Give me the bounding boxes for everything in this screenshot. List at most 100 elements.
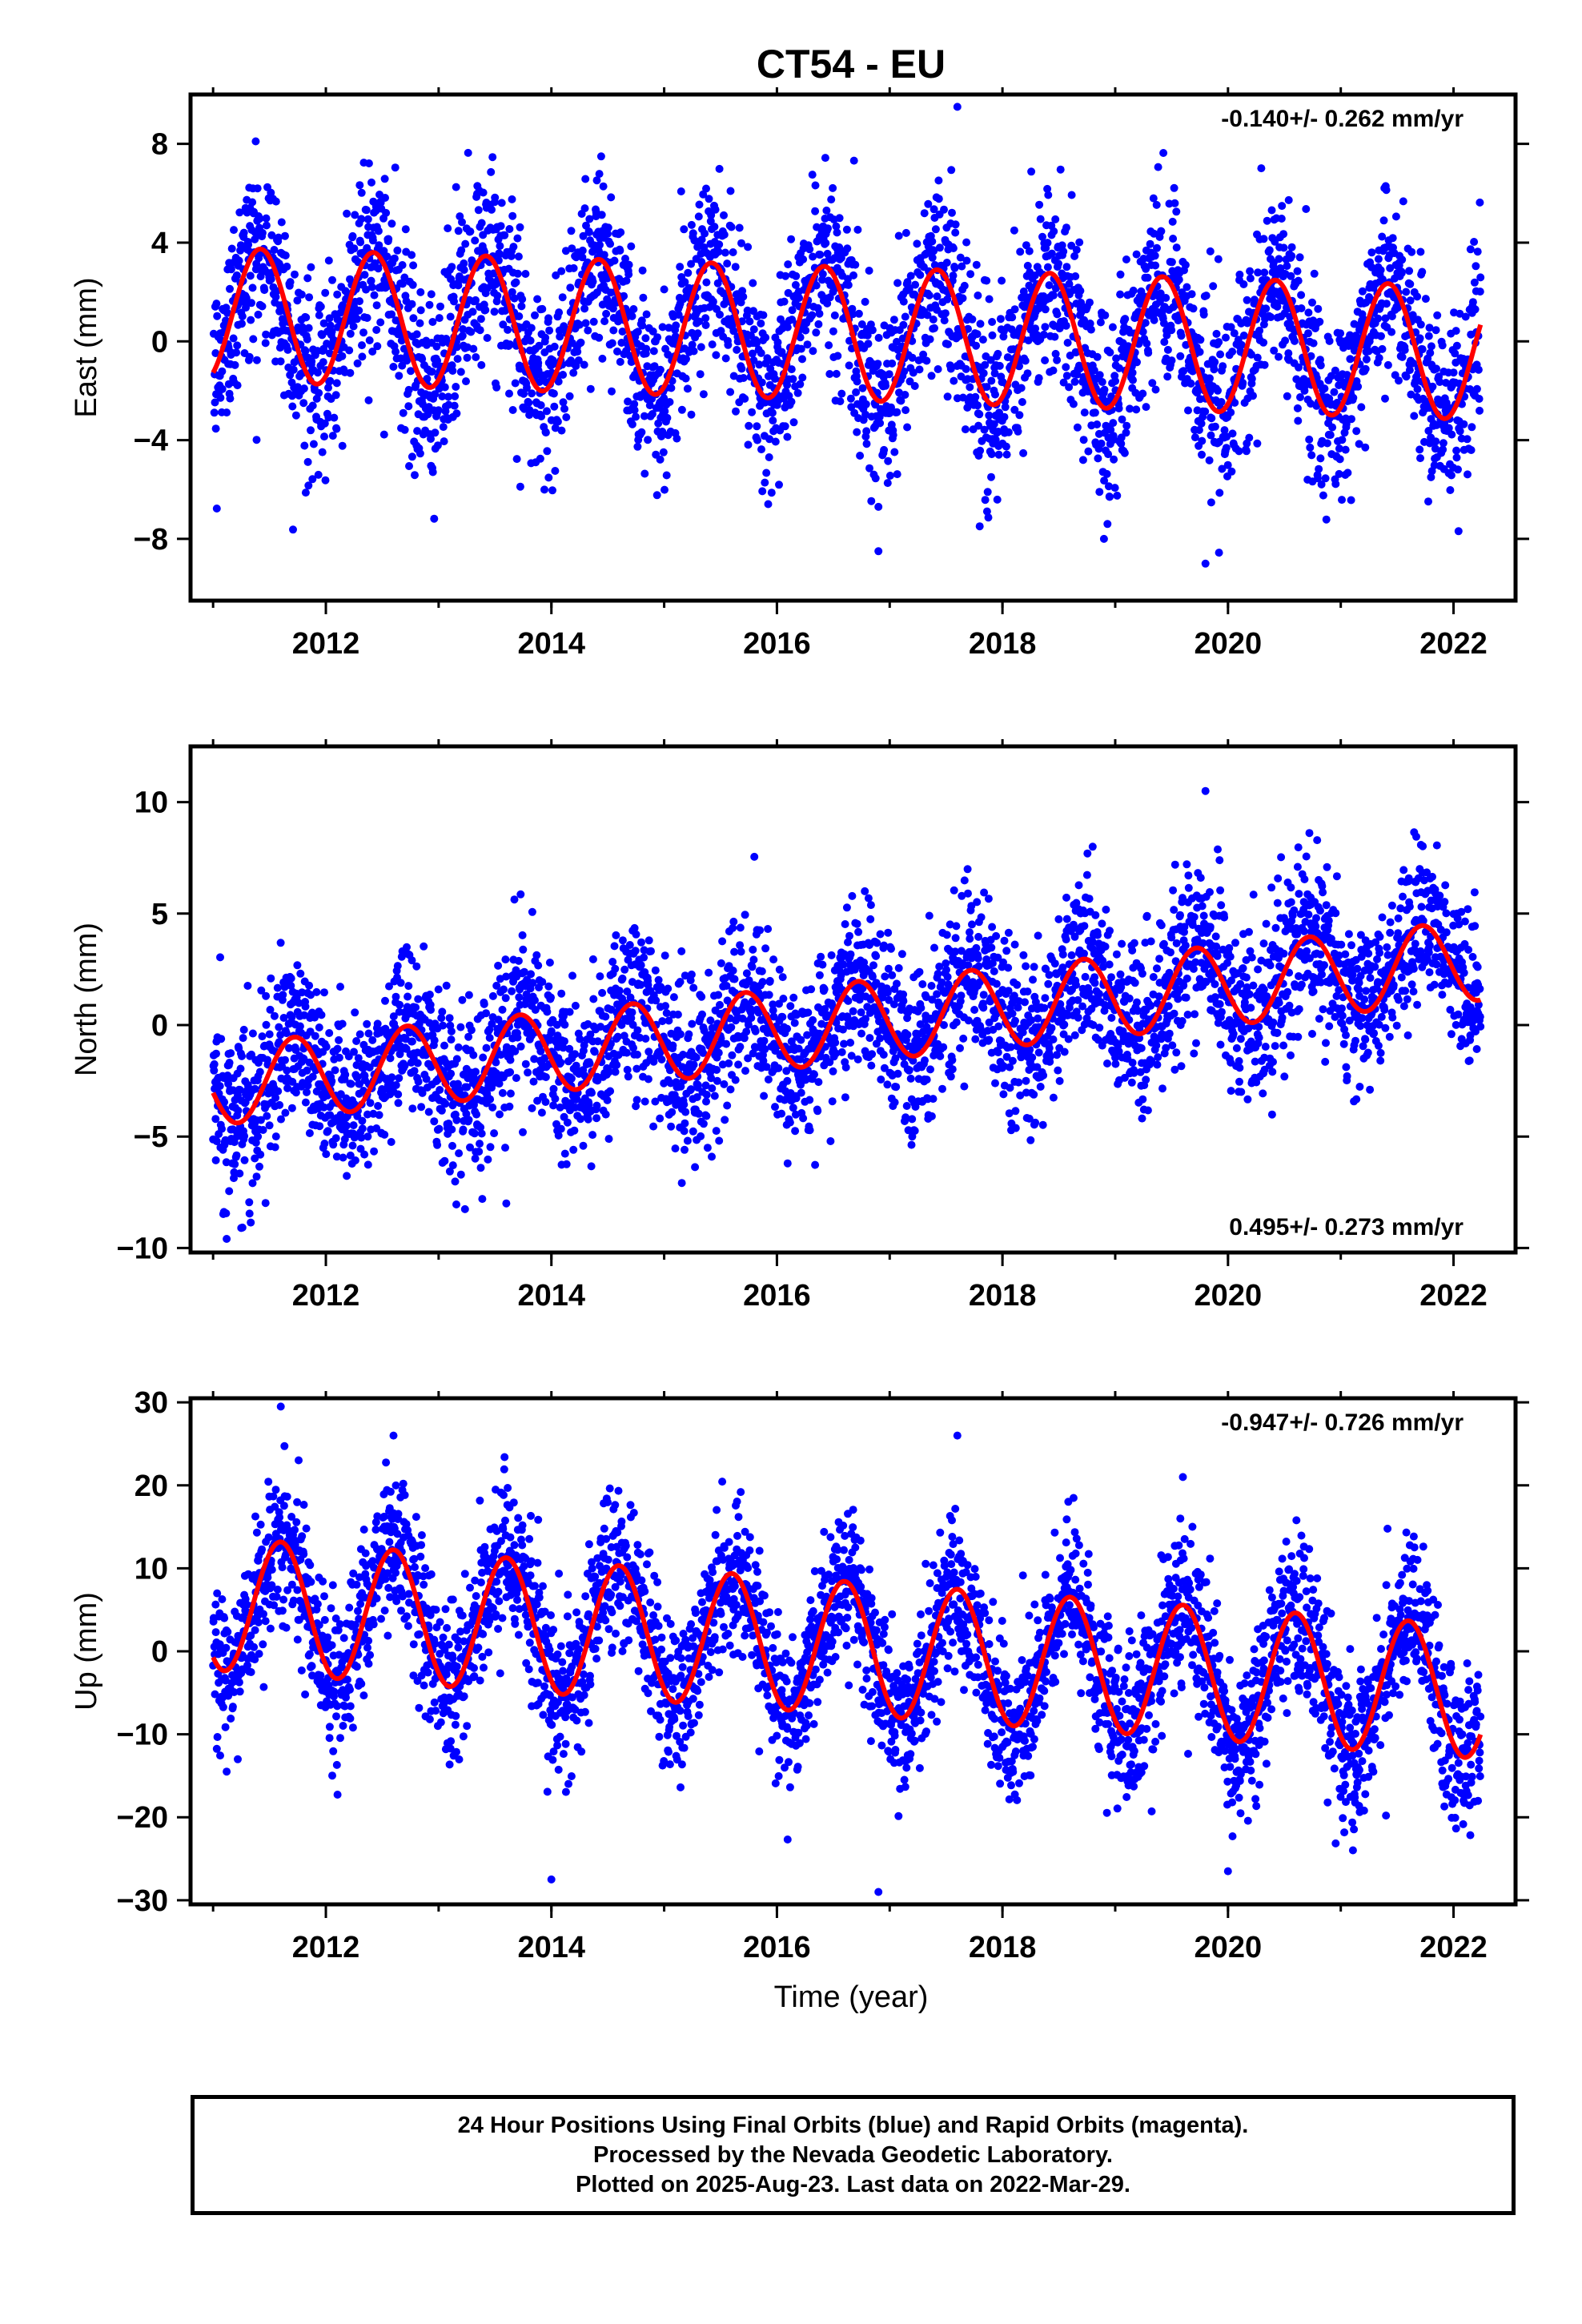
east-point bbox=[260, 286, 269, 295]
east-point bbox=[1108, 323, 1117, 332]
east-point bbox=[856, 452, 865, 460]
east-point bbox=[1170, 183, 1178, 192]
east-point bbox=[1452, 453, 1461, 462]
east-point bbox=[745, 317, 754, 326]
east-point bbox=[985, 411, 994, 420]
east-point bbox=[715, 164, 724, 173]
east-point bbox=[1051, 284, 1060, 293]
east-point bbox=[1382, 300, 1391, 308]
east-point bbox=[720, 211, 728, 219]
north-point bbox=[654, 975, 663, 984]
east-point bbox=[1090, 366, 1098, 375]
east-point bbox=[974, 401, 982, 410]
north-point bbox=[592, 1114, 601, 1123]
north-point bbox=[396, 1000, 404, 1009]
east-point bbox=[832, 222, 841, 231]
east-point bbox=[822, 206, 831, 215]
north-point bbox=[624, 1072, 632, 1081]
east-point bbox=[1049, 291, 1058, 300]
east-point bbox=[1267, 206, 1276, 215]
east-point bbox=[556, 332, 564, 341]
east-point bbox=[1039, 330, 1048, 339]
north-point bbox=[518, 931, 527, 939]
east-point bbox=[604, 229, 612, 238]
east-point bbox=[223, 408, 231, 417]
east-point bbox=[761, 333, 770, 342]
east-point bbox=[1097, 439, 1106, 448]
east-point bbox=[1206, 247, 1215, 255]
east-point bbox=[375, 241, 383, 250]
north-point bbox=[355, 1030, 364, 1039]
north-point bbox=[430, 1036, 439, 1045]
east-point bbox=[990, 420, 998, 428]
north-point bbox=[451, 1177, 460, 1186]
east-point bbox=[367, 276, 375, 285]
east-point bbox=[579, 231, 588, 240]
east-point bbox=[395, 372, 404, 380]
east-point bbox=[1069, 400, 1078, 408]
east-rate-label: -0.140+/- 0.262 mm/yr bbox=[1221, 106, 1464, 132]
east-point bbox=[1100, 385, 1109, 394]
east-point bbox=[677, 405, 686, 414]
north-point bbox=[262, 1020, 271, 1029]
north-point bbox=[267, 974, 275, 983]
east-point bbox=[1222, 444, 1231, 452]
north-point bbox=[505, 1102, 514, 1111]
north-point bbox=[347, 1080, 355, 1088]
east-point bbox=[1122, 255, 1130, 263]
east-point bbox=[1201, 559, 1210, 568]
east-point bbox=[689, 347, 698, 356]
east-point bbox=[1167, 258, 1176, 267]
east-point bbox=[607, 193, 616, 202]
east-point bbox=[576, 338, 585, 347]
east-point bbox=[993, 495, 1002, 504]
east-point bbox=[909, 368, 917, 377]
north-point bbox=[464, 1032, 473, 1041]
east-y-tick-label: −8 bbox=[134, 523, 168, 557]
east-point bbox=[303, 457, 312, 466]
east-point bbox=[267, 231, 276, 239]
north-point bbox=[460, 1204, 469, 1213]
east-point bbox=[584, 228, 593, 236]
east-point bbox=[440, 383, 449, 392]
east-point bbox=[319, 319, 328, 328]
east-point bbox=[1476, 198, 1484, 207]
north-point bbox=[667, 1122, 676, 1131]
east-point bbox=[1402, 287, 1411, 296]
north-point bbox=[515, 993, 524, 1002]
east-point bbox=[1080, 408, 1089, 417]
east-point bbox=[681, 374, 690, 383]
east-point bbox=[252, 436, 261, 444]
east-point bbox=[588, 247, 597, 256]
north-point bbox=[479, 1053, 488, 1062]
east-point bbox=[1181, 260, 1190, 269]
east-point bbox=[248, 283, 257, 292]
east-point bbox=[1316, 454, 1325, 463]
east-point bbox=[528, 389, 536, 398]
east-point bbox=[1111, 376, 1119, 385]
east-point bbox=[1432, 364, 1440, 373]
north-point bbox=[562, 1160, 571, 1168]
east-point bbox=[1247, 374, 1256, 383]
north-point bbox=[255, 1162, 263, 1171]
east-point bbox=[823, 299, 832, 308]
east-point bbox=[865, 464, 873, 472]
east-point bbox=[1454, 465, 1462, 474]
east-point bbox=[328, 275, 336, 284]
east-point bbox=[960, 281, 969, 290]
east-point bbox=[353, 359, 362, 368]
east-point bbox=[1260, 360, 1269, 369]
north-point bbox=[261, 1199, 270, 1208]
east-point bbox=[1054, 259, 1062, 268]
east-point bbox=[454, 227, 463, 235]
east-point bbox=[1294, 416, 1303, 425]
east-point bbox=[849, 310, 857, 319]
north-point bbox=[282, 1029, 291, 1038]
east-point bbox=[1421, 295, 1430, 304]
east-point bbox=[995, 361, 1004, 370]
east-point bbox=[983, 488, 992, 497]
north-point bbox=[524, 1068, 532, 1077]
east-point bbox=[928, 253, 937, 262]
east-point bbox=[1063, 339, 1072, 347]
